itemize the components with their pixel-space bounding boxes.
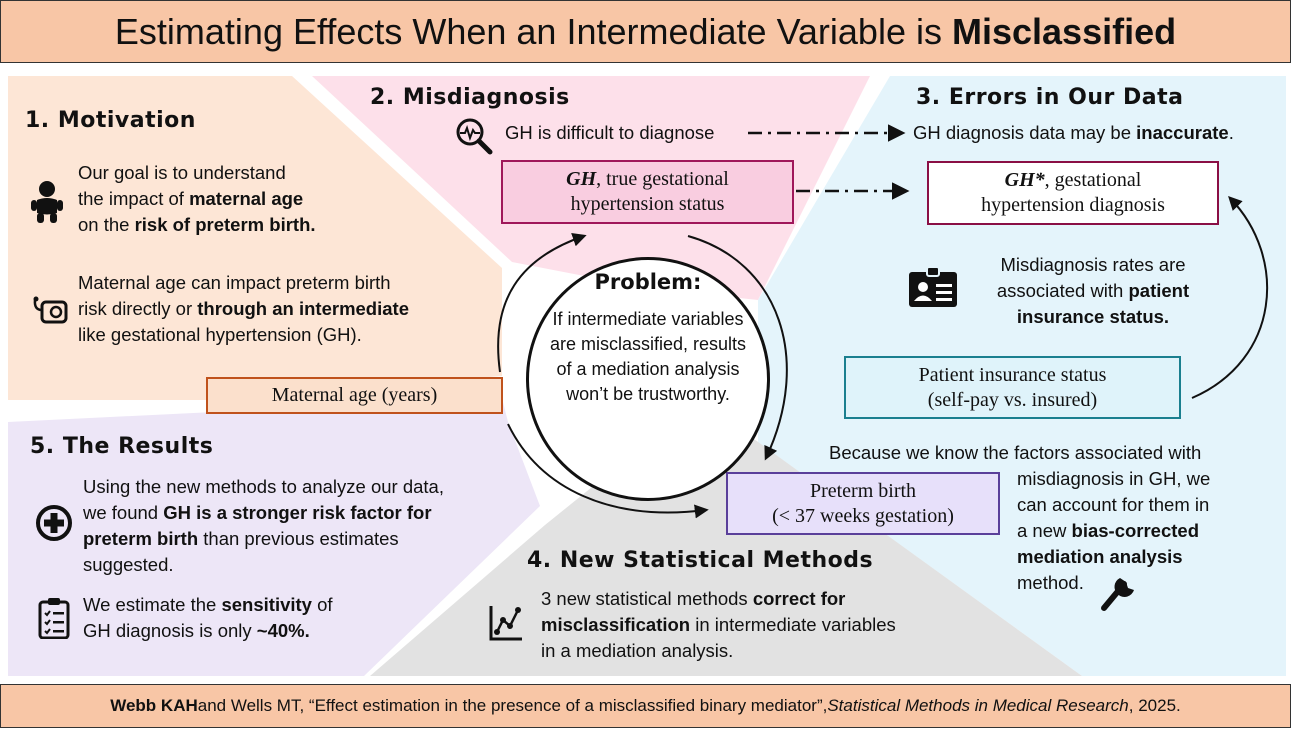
problem-title: Problem:	[594, 270, 702, 294]
id-card-icon	[909, 266, 957, 307]
arc-maternal-to-preterm	[507, 423, 709, 519]
motivation-pathway-text: Maternal age can impact preterm birth ri…	[78, 272, 409, 345]
misdiagnosis-text: GH is difficult to diagnose	[505, 122, 715, 143]
clipboard-checklist-icon	[38, 598, 70, 639]
gh-true-node: GH, true gestational hypertension status	[501, 160, 794, 224]
results-sensitivity-text: We estimate the sensitivity of GH diagno…	[83, 594, 333, 641]
methods-title: 4. New Statistical Methods	[527, 548, 874, 573]
wrench-icon	[1101, 578, 1134, 611]
plus-circle-icon	[36, 505, 72, 541]
errors-inaccurate-text: GH diagnosis data may be inaccurate.	[913, 122, 1234, 143]
misdiagnosis-title: 2. Misdiagnosis	[370, 85, 570, 110]
methods-text: 3 new statistical methods correct for mi…	[541, 588, 896, 661]
line-chart-icon	[489, 606, 522, 641]
misdiagnosis-rates-text: Misdiagnosis rates are associated with p…	[996, 254, 1190, 327]
results-region	[8, 398, 540, 676]
motivation-region	[8, 76, 502, 400]
gh-star-node: GH*, gestational hypertension diagnosis	[927, 161, 1219, 225]
header-bar: Estimating Effects When an Intermediate …	[0, 0, 1291, 63]
results-finding-text: Using the new methods to analyze our dat…	[83, 476, 444, 575]
problem-circle	[526, 257, 770, 501]
page-title: Estimating Effects When an Intermediate …	[114, 10, 1177, 52]
methods-region	[370, 400, 1082, 676]
problem-body: If intermediate variables are misclassif…	[549, 309, 747, 404]
arc-maternal-to-gh	[497, 233, 587, 373]
arc-insurance-to-ghstar	[1191, 195, 1269, 399]
motivation-goal-text: Our goal is to understand the impact of …	[78, 162, 316, 235]
maternal-age-node: Maternal age (years)	[206, 377, 503, 414]
magnifier-heartbeat-icon	[456, 118, 493, 155]
errors-title: 3. Errors in Our Data	[916, 85, 1184, 110]
motivation-title: 1. Motivation	[25, 108, 196, 133]
baby-icon	[31, 181, 63, 223]
citation-footer: Webb KAH and Wells MT, “Effect estimatio…	[0, 684, 1291, 728]
because-text-block: misdiagnosis in GH, we can account for t…	[1017, 468, 1211, 593]
preterm-birth-node: Preterm birth (< 37 weeks gestation)	[726, 472, 1000, 535]
arc-gh-to-preterm	[687, 235, 788, 461]
results-title: 5. The Results	[30, 434, 214, 459]
blood-pressure-icon	[33, 296, 68, 324]
because-text-line1: Because we know the factors associated w…	[829, 442, 1202, 463]
insurance-node: Patient insurance status (self-pay vs. i…	[844, 356, 1181, 419]
